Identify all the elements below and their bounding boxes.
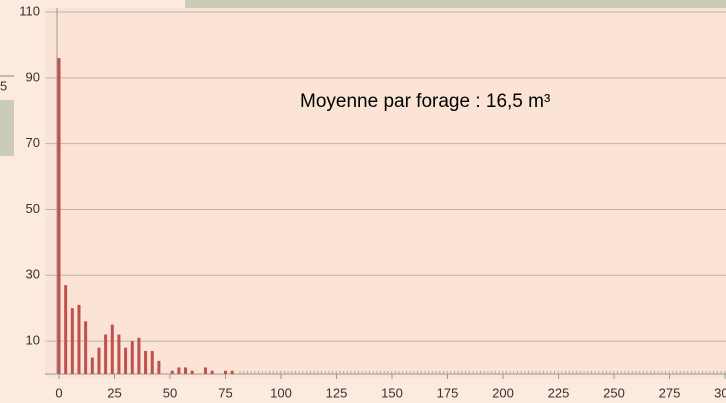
x-tick-label: 75 [218, 385, 232, 400]
x-tick-label: 50 [163, 385, 177, 400]
y-tick-label: 70 [26, 135, 40, 150]
bar [77, 304, 81, 374]
x-tick-label: 100 [270, 385, 292, 400]
x-tick-label: 300 [714, 385, 726, 400]
bar [150, 350, 154, 374]
fragment-text: 5 [0, 78, 7, 93]
y-tick-label: 10 [26, 333, 40, 348]
bar [124, 347, 128, 374]
bar [70, 308, 74, 374]
bar [204, 367, 208, 374]
bar [177, 367, 181, 374]
x-tick-label: 25 [107, 385, 121, 400]
plot-area [45, 8, 726, 378]
bar [110, 324, 114, 374]
bar [57, 58, 61, 375]
bar [170, 370, 174, 374]
x-tick-label: 125 [326, 385, 348, 400]
bar [90, 357, 94, 374]
bar [184, 367, 188, 374]
x-tick-label: 0 [55, 385, 62, 400]
side-panel [0, 100, 14, 156]
bar [224, 370, 227, 374]
bar [157, 360, 161, 374]
x-tick-label: 225 [548, 385, 570, 400]
x-tick-label: 250 [603, 385, 625, 400]
x-tick-label: 150 [381, 385, 403, 400]
bar [137, 337, 141, 374]
bar [97, 347, 101, 374]
x-tick-label: 175 [437, 385, 459, 400]
bar [144, 350, 148, 374]
bar [230, 370, 234, 374]
y-tick-label: 110 [19, 3, 40, 18]
bar [130, 341, 134, 374]
x-tick-label: 275 [659, 385, 681, 400]
annotation: Moyenne par forage : 16,5 m³ [300, 91, 550, 112]
bar [210, 370, 214, 374]
y-tick-label: 30 [26, 267, 40, 282]
y-tick-label: 90 [26, 69, 40, 84]
bar [190, 370, 194, 374]
x-tick-label: 200 [492, 385, 514, 400]
bar [84, 321, 88, 374]
bar [64, 285, 68, 374]
bar [104, 334, 108, 374]
y-tick-label: 50 [26, 201, 40, 216]
bar [117, 334, 121, 374]
